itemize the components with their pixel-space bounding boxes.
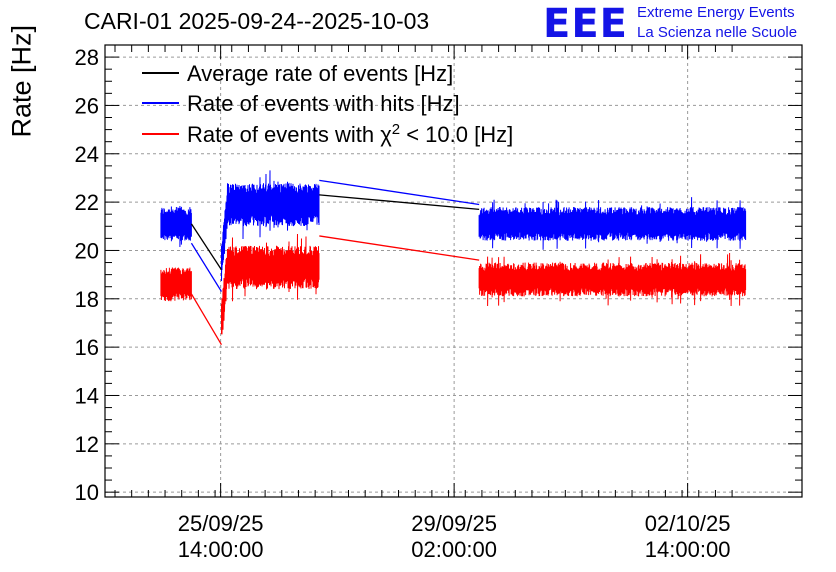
legend-label-average: Average rate of events [Hz] xyxy=(187,61,453,86)
series-chi2-gap-line xyxy=(190,293,223,346)
y-axis-label: Rate [Hz] xyxy=(6,24,37,138)
x-tick-label-date: 25/09/25 xyxy=(178,511,264,536)
brand-text: Extreme Energy Events La Scienza nelle S… xyxy=(637,3,797,43)
x-tick-label-time: 14:00:00 xyxy=(178,537,264,562)
x-tick-label-time: 02:00:00 xyxy=(411,537,497,562)
series-hits-gap-line xyxy=(190,242,223,292)
series-hits-data xyxy=(221,170,320,282)
legend-label-hits: Rate of events with hits [Hz] xyxy=(187,91,460,116)
plot-frame xyxy=(104,44,803,498)
series-chi2-gap-line xyxy=(319,235,480,261)
series-hits-data xyxy=(478,197,747,250)
x-tick-label-date: 29/09/25 xyxy=(411,511,497,536)
y-tick-label: 14 xyxy=(75,383,99,408)
y-tick-label: 24 xyxy=(75,142,99,167)
series-chi2-data xyxy=(160,267,192,302)
series-average-gap-line xyxy=(190,223,223,271)
legend-label-chi2: Rate of events with χ2 < 10.0 [Hz] xyxy=(187,121,513,148)
x-tick-label-date: 02/10/25 xyxy=(645,511,731,536)
y-tick-label: 20 xyxy=(75,238,99,263)
y-tick-label: 28 xyxy=(75,45,99,70)
eee-logo: EEE xyxy=(543,1,628,47)
series-hits-data xyxy=(160,205,192,248)
chart-title: CARI-01 2025-09-24--2025-10-03 xyxy=(84,8,430,34)
y-tick-label: 22 xyxy=(75,190,99,215)
series-average-gap-line xyxy=(319,194,480,211)
x-tick-label-time: 14:00:00 xyxy=(645,537,731,562)
y-tick-label: 10 xyxy=(75,480,99,505)
y-tick-label: 26 xyxy=(75,93,99,118)
brand-line2: La Scienza nelle Scuole xyxy=(637,24,798,41)
series-hits-gap-line xyxy=(319,179,480,206)
y-tick-label: 16 xyxy=(75,335,99,360)
y-tick-label: 12 xyxy=(75,432,99,457)
series-chi2-data xyxy=(478,252,747,307)
y-tick-label: 18 xyxy=(75,287,99,312)
series-chi2-data xyxy=(221,233,320,335)
brand-line1: Extreme Energy Events xyxy=(637,4,795,21)
